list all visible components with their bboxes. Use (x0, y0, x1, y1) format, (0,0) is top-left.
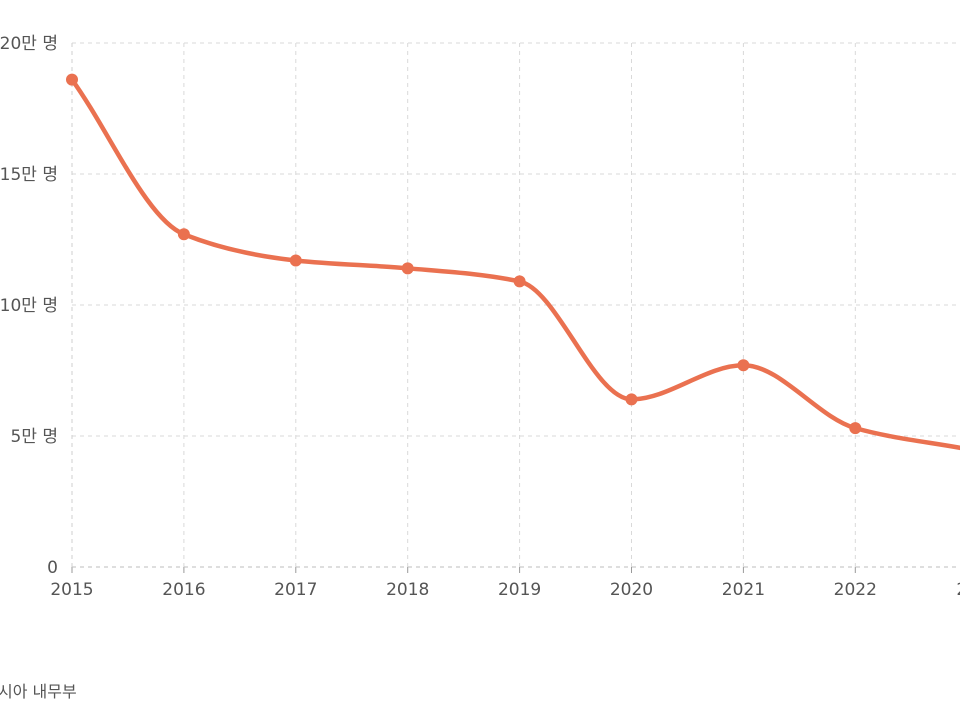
data-point[interactable] (66, 73, 78, 86)
x-tick-label: 2022 (834, 580, 877, 600)
x-tick-label: 2018 (386, 580, 429, 600)
source-note: 시아 내무부 (0, 682, 77, 701)
grid (71, 42, 960, 567)
axes (71, 43, 960, 573)
data-point[interactable] (513, 275, 526, 288)
series (66, 73, 960, 451)
y-tick-label: 15만 명 (0, 165, 58, 185)
data-point[interactable] (625, 393, 638, 406)
y-tick-label: 10만 명 (0, 296, 58, 316)
data-point[interactable] (849, 422, 862, 435)
y-tick-label: 0 (47, 558, 58, 578)
data-point[interactable] (401, 262, 414, 275)
x-tick-label: 2020 (610, 580, 653, 600)
series-line (69, 77, 960, 451)
data-point[interactable] (737, 359, 750, 372)
x-tick-label: 20 (956, 580, 960, 600)
x-tick-label: 2016 (162, 580, 205, 600)
data-point[interactable] (177, 228, 190, 241)
y-tick-label: 5만 명 (11, 427, 59, 447)
x-tick-label: 2019 (498, 580, 541, 600)
y-tick-label: 20만 명 (0, 34, 58, 54)
x-tick-label: 2015 (50, 580, 93, 600)
x-tick-label: 2017 (274, 580, 317, 600)
tick-labels: 0 5만 명 10만 명 15만 명 20만 명 2015 2016 2017 2018 2019… (0, 34, 960, 600)
data-point[interactable] (289, 254, 302, 267)
x-tick-label: 2021 (722, 580, 765, 600)
